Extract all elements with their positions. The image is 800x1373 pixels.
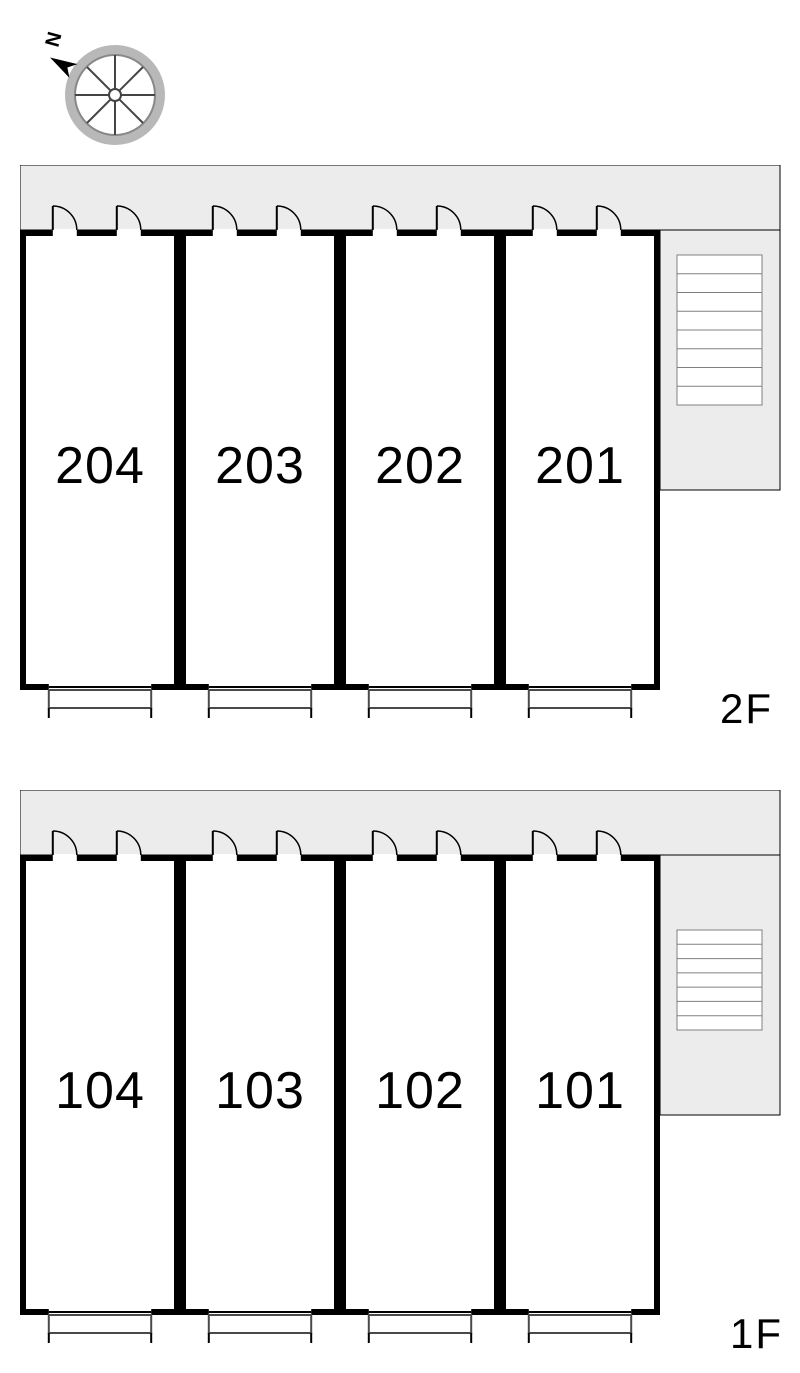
room-number: 101 (535, 1062, 625, 1120)
balcony (369, 690, 471, 708)
compass-north-label: N (42, 30, 67, 50)
corridor (20, 165, 780, 230)
balcony (49, 690, 151, 708)
balcony (529, 690, 631, 708)
floor-label: 1F (730, 1310, 783, 1358)
floor-label: 2F (720, 685, 773, 733)
room-number: 203 (215, 437, 305, 495)
floor-plan-1F: 104 103 102 101 (20, 790, 790, 1358)
room-number: 202 (375, 437, 465, 495)
balcony (49, 1315, 151, 1333)
balcony (369, 1315, 471, 1333)
compass-icon: N (30, 20, 170, 155)
balcony (529, 1315, 631, 1333)
floor-svg: 204 203 202 201 (20, 165, 790, 728)
floor-svg: 104 103 102 101 (20, 790, 790, 1353)
room-number: 204 (55, 437, 145, 495)
balcony (209, 1315, 311, 1333)
room-number: 104 (55, 1062, 145, 1120)
balcony (209, 690, 311, 708)
stairs-icon (677, 255, 762, 405)
room-number: 102 (375, 1062, 465, 1120)
floor-plan-2F: 204 203 202 201 (20, 165, 790, 733)
corridor (20, 790, 780, 855)
room-number: 201 (535, 437, 625, 495)
stairs-icon (677, 930, 762, 1030)
room-number: 103 (215, 1062, 305, 1120)
